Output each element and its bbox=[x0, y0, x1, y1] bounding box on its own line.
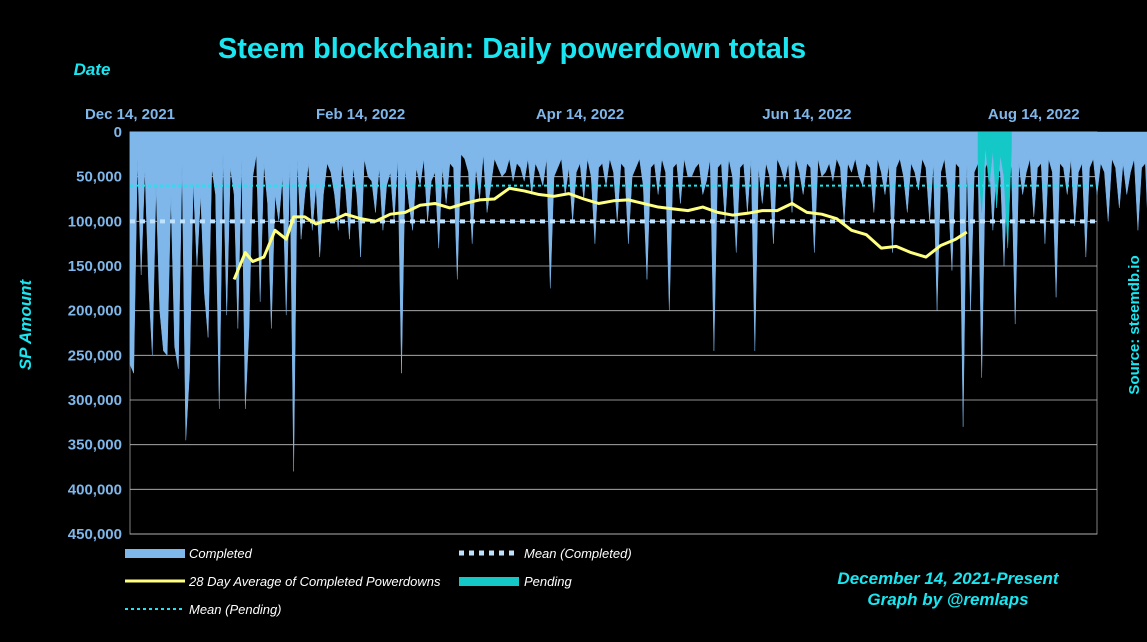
legend-label-mean-completed: Mean (Completed) bbox=[524, 546, 632, 561]
y-tick-label: 100,000 bbox=[68, 213, 122, 230]
y-tick-label: 150,000 bbox=[68, 258, 122, 275]
y-tick-label: 250,000 bbox=[68, 347, 122, 364]
legend-item-mean-completed: Mean (Completed) bbox=[459, 546, 632, 561]
pending-area bbox=[977, 131, 1012, 249]
y-tick-label: 50,000 bbox=[76, 169, 122, 186]
legend-label-pending: Pending bbox=[524, 574, 572, 589]
legend-label-average: 28 Day Average of Completed Powerdowns bbox=[188, 574, 441, 589]
footer-date-range: December 14, 2021-Present bbox=[837, 569, 1059, 588]
legend-item-completed: Completed bbox=[125, 546, 253, 561]
completed-area bbox=[129, 131, 1147, 472]
legend-swatch-completed bbox=[125, 549, 185, 558]
pending-area-series bbox=[977, 131, 1012, 249]
chart-title: Steem blockchain: Daily powerdown totals bbox=[218, 33, 806, 65]
y-tick-label: 200,000 bbox=[68, 303, 122, 320]
x-tick-labels: Dec 14, 2021 Feb 14, 2022 Apr 14, 2022 Jun … bbox=[85, 106, 1080, 123]
legend-label-mean-pending: Mean (Pending) bbox=[189, 602, 282, 617]
y-axis-title: SP Amount bbox=[16, 278, 35, 370]
x-tick-label: Dec 14, 2021 bbox=[85, 106, 175, 123]
y-tick-label: 300,000 bbox=[68, 392, 122, 409]
x-tick-label: Feb 14, 2022 bbox=[316, 106, 405, 123]
x-tick-label: Jun 14, 2022 bbox=[762, 106, 851, 123]
legend: Completed Mean (Completed) 28 Day Averag… bbox=[125, 546, 632, 617]
legend-item-average: 28 Day Average of Completed Powerdowns bbox=[125, 574, 441, 589]
footer-credit: Graph by @remlaps bbox=[867, 590, 1028, 609]
average-line-series bbox=[232, 186, 968, 280]
legend-swatch-pending bbox=[459, 577, 519, 586]
source-label: Source: steemdb.io bbox=[1126, 255, 1143, 394]
x-axis-title: Date bbox=[74, 60, 111, 79]
y-tick-label: 400,000 bbox=[68, 481, 122, 498]
completed-area-series bbox=[129, 131, 1147, 472]
legend-item-mean-pending: Mean (Pending) bbox=[125, 602, 282, 617]
y-tick-label: 350,000 bbox=[68, 437, 122, 454]
legend-item-pending: Pending bbox=[459, 574, 572, 589]
x-tick-label: Aug 14, 2022 bbox=[988, 106, 1080, 123]
x-tick-label: Apr 14, 2022 bbox=[536, 106, 624, 123]
y-tick-label: 450,000 bbox=[68, 526, 122, 543]
average-line bbox=[232, 186, 968, 280]
y-tick-label: 0 bbox=[114, 124, 122, 141]
legend-label-completed: Completed bbox=[189, 546, 253, 561]
y-tick-labels: 0 50,000 100,000 150,000 200,000 250,000 300,0… bbox=[68, 124, 122, 543]
